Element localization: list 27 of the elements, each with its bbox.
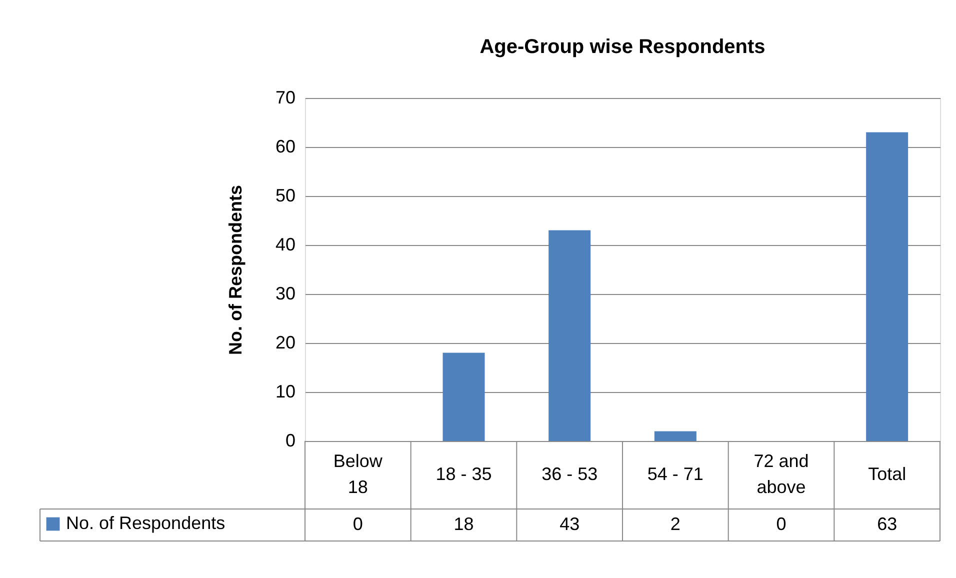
data-label: 0 (776, 514, 786, 534)
data-label: 2 (670, 514, 680, 534)
chart-title: Age-Group wise Respondents (480, 36, 766, 58)
legend-label: No. of Respondents (66, 513, 226, 533)
data-label: 18 (454, 514, 474, 534)
y-tick-label: 20 (275, 332, 296, 352)
x-tick-label: Total (868, 464, 906, 484)
data-label: 43 (560, 514, 580, 534)
x-tick-label: 18 - 35 (436, 464, 492, 484)
y-tick-label: 40 (275, 234, 296, 254)
x-tick-label: 36 - 53 (542, 464, 598, 484)
y-tick-label: 30 (275, 284, 296, 304)
bar (866, 132, 908, 441)
y-tick-label: 70 (275, 88, 296, 108)
y-tick-label: 0 (285, 430, 296, 450)
x-tick-label: 54 - 71 (647, 464, 704, 484)
y-tick-label: 50 (275, 186, 296, 206)
bar (654, 431, 696, 441)
y-tick-label: 60 (275, 136, 296, 156)
y-tick-label: 10 (275, 382, 296, 402)
x-tick-label: Below 18 (333, 451, 384, 497)
y-axis-title: No. of Respondents (225, 185, 246, 355)
data-label: 63 (877, 514, 898, 534)
data-label: 0 (352, 514, 363, 534)
bar (442, 352, 485, 441)
x-tick-label: 72 and above (754, 451, 809, 497)
bar (548, 230, 591, 441)
